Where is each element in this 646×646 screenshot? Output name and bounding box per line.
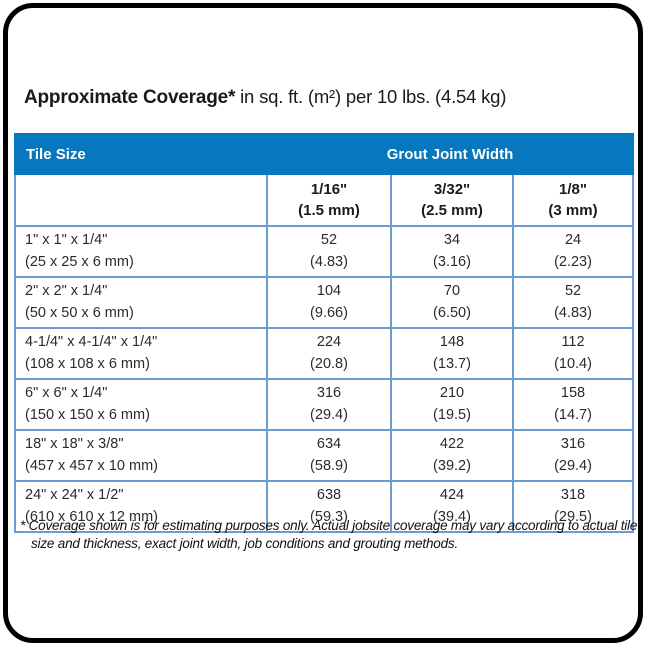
coverage-cell: 158 (14.7) — [511, 378, 635, 431]
tile-size-metric: (457 x 457 x 10 mm) — [25, 457, 158, 474]
title-units: in sq. ft. (m²) per 10 lbs. (4.54 kg) — [235, 86, 507, 107]
coverage-m2: (14.7) — [554, 406, 592, 423]
tile-size-metric: (50 x 50 x 6 mm) — [25, 304, 134, 321]
coverage-cell: 112 (10.4) — [511, 327, 635, 380]
coverage-cell: 316 (29.4) — [511, 429, 635, 482]
coverage-m2: (10.4) — [554, 355, 592, 372]
coverage-cell: 52 (4.83) — [511, 276, 635, 329]
tile-size-imperial: 1" x 1" x 1/4" — [25, 232, 108, 249]
coverage-m2: (39.2) — [433, 457, 471, 474]
coverage-m2: (6.50) — [433, 304, 471, 321]
coverage-m2: (58.9) — [310, 457, 348, 474]
title-main: Approximate Coverage* — [24, 87, 236, 108]
coverage-m2: (3.16) — [433, 253, 471, 270]
coverage-sqft: 70 — [443, 283, 461, 300]
coverage-sqft: 210 — [439, 385, 465, 402]
coverage-sqft: 316 — [560, 436, 586, 453]
coverage-m2: (13.7) — [433, 355, 471, 372]
table-row: 18" x 18" x 3/8" (457 x 457 x 10 mm) 634… — [14, 429, 635, 482]
coverage-cell: 424 (39.4) — [390, 480, 514, 533]
coverage-table: Tile Size Grout Joint Width 1/16" (1.5 m… — [14, 133, 635, 533]
tile-size-cell: 2" x 2" x 1/4" (50 x 50 x 6 mm) — [14, 276, 268, 329]
table-row: 6" x 6" x 1/4" (150 x 150 x 6 mm) 316 (2… — [14, 378, 635, 431]
tile-size-cell: 1" x 1" x 1/4" (25 x 25 x 6 mm) — [14, 225, 268, 278]
coverage-m2: (2.23) — [554, 253, 592, 270]
coverage-cell: 52 (4.83) — [266, 225, 392, 278]
coverage-sqft: 104 — [316, 283, 342, 300]
coverage-sqft: 318 — [560, 487, 586, 504]
coverage-sqft: 112 — [561, 334, 585, 351]
coverage-sqft: 316 — [316, 385, 342, 402]
footnote: * Coverage shown is for estimating purpo… — [20, 518, 638, 551]
joint-width-inches: 1/16" — [310, 181, 348, 198]
coverage-sqft: 52 — [564, 283, 582, 300]
coverage-cell: 210 (19.5) — [390, 378, 514, 431]
tile-size-imperial: 4-1/4" x 4-1/4" x 1/4" — [25, 334, 158, 351]
tile-size-metric: (25 x 25 x 6 mm) — [25, 253, 134, 270]
coverage-m2: (39.4) — [433, 508, 471, 525]
tile-size-metric: (610 x 610 x 12 mm) — [25, 508, 158, 525]
coverage-cell: 634 (58.9) — [266, 429, 392, 482]
coverage-cell: 422 (39.2) — [390, 429, 514, 482]
coverage-m2: (20.8) — [310, 355, 348, 372]
page-title: Approximate Coverage* in sq. ft. (m²) pe… — [24, 86, 506, 109]
tile-size-imperial: 24" x 24" x 1/2" — [25, 487, 124, 504]
coverage-sqft: 34 — [443, 232, 461, 249]
coverage-cell: 24 (2.23) — [511, 225, 635, 278]
coverage-sqft: 24 — [564, 232, 582, 249]
coverage-sqft: 634 — [316, 436, 342, 453]
subheader-col-3-32: 3/32" (2.5 mm) — [390, 173, 514, 227]
table-row: 2" x 2" x 1/4" (50 x 50 x 6 mm) 104 (9.6… — [14, 276, 635, 329]
coverage-m2: (29.5) — [554, 508, 592, 525]
coverage-cell: 70 (6.50) — [390, 276, 514, 329]
coverage-sqft: 224 — [316, 334, 342, 351]
coverage-sqft: 424 — [439, 487, 465, 504]
coverage-m2: (29.4) — [310, 406, 348, 423]
coverage-m2: (4.83) — [554, 304, 592, 321]
coverage-m2: (9.66) — [310, 304, 348, 321]
header-grout-joint-width: Grout Joint Width — [265, 133, 635, 175]
joint-width-inches: 1/8" — [559, 181, 587, 198]
tile-size-imperial: 6" x 6" x 1/4" — [25, 385, 108, 402]
subheader-col-1-16: 1/16" (1.5 mm) — [266, 173, 392, 227]
header-tile-size: Tile Size — [14, 133, 268, 175]
tile-size-cell: 6" x 6" x 1/4" (150 x 150 x 6 mm) — [14, 378, 268, 431]
joint-width-inches: 3/32" — [433, 181, 471, 198]
tile-size-cell: 4-1/4" x 4-1/4" x 1/4" (108 x 108 x 6 mm… — [14, 327, 268, 380]
tile-size-imperial: 18" x 18" x 3/8" — [25, 436, 124, 453]
coverage-cell: 638 (59.3) — [266, 480, 392, 533]
coverage-m2: (29.4) — [554, 457, 592, 474]
subheader-empty-cell — [14, 173, 268, 227]
table-header-row: Tile Size Grout Joint Width — [14, 133, 635, 175]
coverage-cell: 318 (29.5) — [511, 480, 635, 533]
joint-width-mm: (2.5 mm) — [421, 202, 483, 219]
coverage-cell: 224 (20.8) — [266, 327, 392, 380]
table-row: 1" x 1" x 1/4" (25 x 25 x 6 mm) 52 (4.83… — [14, 225, 635, 278]
coverage-sqft: 158 — [560, 385, 586, 402]
subheader-col-1-8: 1/8" (3 mm) — [511, 173, 635, 227]
coverage-cell: 316 (29.4) — [266, 378, 392, 431]
coverage-m2: (19.5) — [433, 406, 471, 423]
tile-size-cell: 24" x 24" x 1/2" (610 x 610 x 12 mm) — [14, 480, 268, 533]
table-subheader-row: 1/16" (1.5 mm) 3/32" (2.5 mm) 1/8" (3 mm… — [14, 173, 635, 227]
coverage-m2: (59.3) — [310, 508, 348, 525]
tile-size-imperial: 2" x 2" x 1/4" — [25, 283, 108, 300]
joint-width-mm: (3 mm) — [548, 202, 598, 219]
coverage-m2: (4.83) — [310, 253, 348, 270]
coverage-sqft: 52 — [320, 232, 338, 249]
joint-width-mm: (1.5 mm) — [298, 202, 360, 219]
tile-size-metric: (108 x 108 x 6 mm) — [25, 355, 150, 372]
coverage-cell: 34 (3.16) — [390, 225, 514, 278]
table-row: 4-1/4" x 4-1/4" x 1/4" (108 x 108 x 6 mm… — [14, 327, 635, 380]
coverage-sqft: 422 — [439, 436, 465, 453]
tile-size-cell: 18" x 18" x 3/8" (457 x 457 x 10 mm) — [14, 429, 268, 482]
coverage-cell: 104 (9.66) — [266, 276, 392, 329]
coverage-cell: 148 (13.7) — [390, 327, 514, 380]
coverage-sqft: 148 — [439, 334, 465, 351]
coverage-sqft: 638 — [316, 487, 342, 504]
tile-size-metric: (150 x 150 x 6 mm) — [25, 406, 150, 423]
table-row: 24" x 24" x 1/2" (610 x 610 x 12 mm) 638… — [14, 480, 635, 533]
